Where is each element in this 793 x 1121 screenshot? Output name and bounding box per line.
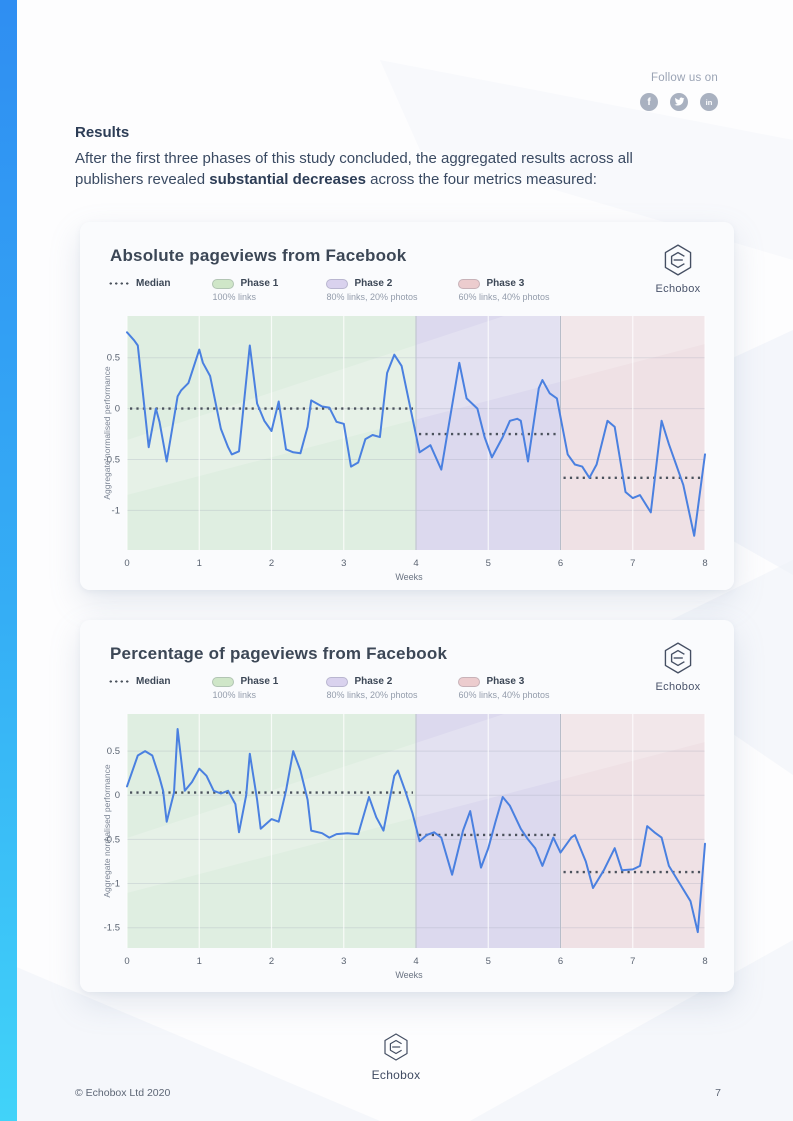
legend-median-label: Median [136,676,171,687]
page-number: 7 [715,1087,721,1099]
chart-card-percentage-pageviews: Percentage of pageviews from Facebook Me… [80,620,734,992]
echobox-logo-icon [384,1033,408,1061]
legend-item-median: Median [108,676,170,687]
plot-area: Aggregate normalised performance 0.5 0 -0.… [92,708,724,988]
svg-text:0: 0 [124,558,129,569]
chart-title: Absolute pageviews from Facebook [110,246,407,265]
phase2-swatch-icon [326,278,349,289]
copyright-text: © Echobox Ltd 2020 [75,1087,171,1099]
phase2-swatch-icon [326,676,349,687]
paragraph-text: After the first three phases of this stu… [75,150,633,188]
legend-item-median: Median [108,278,170,289]
median-dotted-line-icon [108,282,130,285]
phase3-sublabel: 60% links, 40% photos [458,292,550,302]
follow-us-label: Follow us on [651,72,718,84]
chart-card-absolute-pageviews: Absolute pageviews from Facebook Median … [80,222,734,590]
svg-text:2: 2 [269,558,274,569]
echobox-logo: Echobox [646,244,710,295]
svg-text:0: 0 [115,404,120,415]
svg-text:4: 4 [413,558,418,569]
paragraph-text-after: across the four metrics measured: [366,171,597,188]
legend-item-phase3: Phase 3 60% links, 40% photos [458,676,550,700]
svg-text:4: 4 [413,956,418,967]
x-axis-label: Weeks [395,970,423,980]
results-paragraph: After the first three phases of this stu… [75,148,700,190]
svg-text:-1: -1 [112,505,120,516]
phase2-sublabel: 80% links, 20% photos [326,690,418,700]
phase3-swatch-icon [458,278,481,289]
legend-item-phase2: Phase 2 80% links, 20% photos [326,278,444,302]
phase1-swatch-icon [212,278,235,289]
chart-legend: Median Phase 1 100% links Phase 2 80% li… [108,278,564,302]
phase2-sublabel: 80% links, 20% photos [326,292,418,302]
svg-text:-1: -1 [112,879,120,890]
median-dotted-line-icon [108,680,130,683]
svg-text:1: 1 [197,956,202,967]
phase3-sublabel: 60% links, 40% photos [458,690,550,700]
echobox-logo-text: Echobox [655,283,701,295]
chart-legend: Median Phase 1 100% links Phase 2 80% li… [108,676,564,700]
svg-text:2: 2 [269,956,274,967]
phase1-sublabel: 100% links [212,292,256,302]
phase3-swatch-icon [458,676,481,687]
svg-text:7: 7 [630,558,635,569]
echobox-logo-icon [664,244,692,276]
follow-us-block: Follow us on f in [640,72,718,111]
paragraph-bold-text: substantial decreases [209,171,366,188]
svg-text:1: 1 [197,558,202,569]
page-footer: © Echobox Ltd 2020 7 [75,1087,721,1099]
svg-text:0: 0 [124,956,129,967]
svg-text:5: 5 [486,558,491,569]
line-chart: 0.5 0 -0.5 -1 0 1 2 3 4 5 6 7 8 [104,316,708,569]
echobox-logo: Echobox [646,642,710,693]
legend-item-phase2: Phase 2 80% links, 20% photos [326,676,444,700]
legend-median-label: Median [136,278,171,289]
svg-text:6: 6 [558,558,563,569]
echobox-logo-text: Echobox [655,681,701,693]
line-chart: 0.5 0 -0.5 -1 -1.5 0 1 2 3 4 5 6 7 8 [104,714,708,967]
svg-text:7: 7 [630,956,635,967]
svg-text:-1.5: -1.5 [104,923,120,934]
phase1-label: Phase 1 [240,676,279,687]
svg-text:6: 6 [558,956,563,967]
footer-echobox-logo: Echobox [356,1033,436,1082]
svg-text:3: 3 [341,558,346,569]
svg-text:8: 8 [702,558,707,569]
phase3-label: Phase 3 [486,676,525,687]
results-heading: Results [75,124,130,141]
linkedin-icon[interactable]: in [700,93,718,111]
legend-item-phase3: Phase 3 60% links, 40% photos [458,278,550,302]
svg-text:0.5: 0.5 [107,353,120,364]
social-icons-row: f in [640,93,718,111]
footer-logo-text: Echobox [371,1068,421,1082]
svg-text:-0.5: -0.5 [104,454,120,465]
echobox-logo-icon [664,642,692,674]
results-section: Results After the first three phases of … [75,124,700,190]
phase2-label: Phase 2 [354,278,393,289]
svg-text:0.5: 0.5 [107,746,120,757]
phase1-label: Phase 1 [240,278,279,289]
facebook-icon[interactable]: f [640,93,658,111]
plot-area: Aggregate normalised performance 0.5 0 -0.… [92,310,724,590]
twitter-icon[interactable] [670,93,688,111]
phase2-label: Phase 2 [354,676,393,687]
svg-text:3: 3 [341,956,346,967]
left-accent-bar [0,0,17,1121]
x-axis-label: Weeks [395,572,423,582]
phase1-sublabel: 100% links [212,690,256,700]
phase3-label: Phase 3 [486,278,525,289]
phase1-swatch-icon [212,676,235,687]
legend-item-phase1: Phase 1 100% links [212,676,312,700]
svg-text:8: 8 [702,956,707,967]
svg-text:-0.5: -0.5 [104,834,120,845]
chart-title: Percentage of pageviews from Facebook [110,644,448,663]
svg-text:5: 5 [486,956,491,967]
legend-item-phase1: Phase 1 100% links [212,278,312,302]
svg-text:0: 0 [115,790,120,801]
